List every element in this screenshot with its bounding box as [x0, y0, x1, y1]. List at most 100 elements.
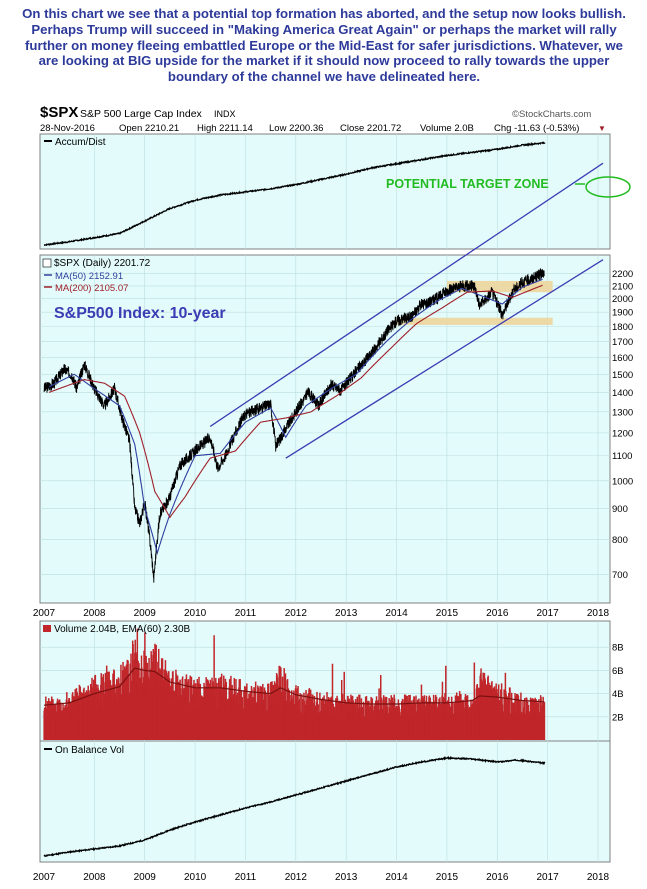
header-open: Open 2210.21 — [119, 123, 179, 134]
volume-bar — [406, 695, 408, 740]
ma50-label: MA(50) 2152.91 — [55, 271, 123, 282]
x-tick-labels: 2007 2007 2008 2008 2009 2009 2010 2010 2011 2011… — [33, 608, 610, 883]
volume-bar — [365, 696, 368, 740]
volume-bar — [136, 628, 139, 740]
x-tick-label: 2012 — [285, 872, 308, 883]
x-tick-label: 2011 — [235, 872, 257, 883]
volume-bar — [217, 678, 220, 740]
chart-symbol: $SPX — [40, 104, 78, 121]
x-tick-label: 2016 — [486, 872, 509, 883]
header-change: Chg -11.63 (-0.53%) — [494, 123, 579, 134]
x-tick-label: 2017 — [537, 872, 560, 883]
x-tick-label: 2012 — [285, 608, 308, 619]
accum-dist-title: Accum/Dist — [55, 137, 106, 148]
channel-lines — [209, 162, 604, 459]
x-tick-label: 2010 — [184, 872, 207, 883]
x-tick-label: 2015 — [436, 608, 459, 619]
x-tick-label: 2018 — [587, 872, 610, 883]
ma50-line — [48, 278, 543, 556]
price-band — [396, 317, 553, 325]
volume-bar — [384, 696, 387, 740]
volume-title: Volume 2.04B, EMA(60) 2.30B — [54, 624, 191, 635]
price-y-tick: 1700 — [612, 337, 633, 348]
volume-legend-icon — [43, 625, 51, 632]
price-y-tick: 1800 — [612, 322, 633, 333]
header-volume: Volume 2.0B — [420, 123, 474, 134]
x-tick-label: 2014 — [385, 872, 408, 883]
obv-series — [43, 755, 546, 858]
price-band — [446, 280, 553, 293]
x-tick-label: 2008 — [83, 872, 106, 883]
volume-y-tick: 2B — [612, 712, 624, 723]
volume-bar — [168, 671, 170, 740]
volume-bar — [420, 684, 423, 740]
x-tick-label: 2015 — [436, 872, 459, 883]
x-tick-label: 2008 — [83, 608, 106, 619]
volume-bar — [378, 688, 380, 740]
x-tick-label: 2018 — [587, 608, 610, 619]
accum-dist-series — [43, 140, 546, 247]
accum-dist-line — [43, 140, 546, 247]
volume-y-tick: 4B — [612, 689, 624, 700]
x-tick-label: 2009 — [134, 872, 157, 883]
price-y-tick: 1000 — [612, 476, 633, 487]
x-tick-label: 2013 — [335, 872, 358, 883]
volume-y-tick: 6B — [612, 666, 624, 677]
x-tick-label: 2007 — [33, 872, 56, 883]
price-y-tick: 1100 — [612, 451, 632, 462]
volume-ema-line — [44, 667, 545, 706]
price-y-tick: 800 — [612, 535, 628, 546]
x-tick-label: 2007 — [33, 608, 56, 619]
volume-bar — [331, 663, 334, 740]
channel-lower-line — [285, 259, 604, 459]
target-zone-ellipse — [585, 176, 631, 198]
x-tick-label: 2017 — [537, 608, 560, 619]
x-tick-label: 2010 — [184, 608, 207, 619]
obv-title: On Balance Vol — [55, 745, 124, 756]
price-y-tick: 2100 — [612, 281, 633, 292]
header-low: Low 2200.36 — [269, 123, 323, 134]
channel-upper-line — [209, 162, 604, 427]
x-tick-label: 2014 — [385, 608, 408, 619]
support-resistance-bands — [396, 280, 553, 325]
change-down-icon: ▼ — [598, 124, 606, 133]
volume-bar — [164, 660, 167, 740]
x-tick-label: 2011 — [235, 608, 257, 619]
price-y-tick: 1200 — [612, 428, 633, 439]
accum-dist-panel — [39, 133, 611, 250]
volume-bar — [543, 702, 546, 740]
stockcharts-watermark: ©StockCharts.com — [512, 109, 591, 120]
price-y-tick: 1900 — [612, 308, 633, 319]
volume-bar — [101, 677, 103, 740]
price-y-tick: 700 — [612, 570, 628, 581]
chart-name: S&P 500 Large Cap Index — [80, 108, 203, 120]
volume-series — [43, 628, 546, 740]
volume-bar — [94, 674, 97, 740]
price-y-tick: 2000 — [612, 294, 633, 305]
header-close: Close 2201.72 — [340, 123, 401, 134]
volume-bar — [473, 662, 476, 740]
price-title: $SPX (Daily) 2201.72 — [54, 258, 151, 269]
chart-caption: On this chart we see that a potential to… — [22, 6, 626, 85]
ma200-line — [48, 284, 543, 519]
volume-y-tick: 8B — [612, 643, 624, 654]
volume-bar — [529, 697, 532, 740]
price-series — [43, 267, 545, 583]
header-date: 28-Nov-2016 — [40, 123, 95, 134]
x-tick-label: 2016 — [486, 608, 509, 619]
target-zone-label: POTENTIAL TARGET ZONE — [386, 177, 549, 191]
price-y-tick: 1600 — [612, 353, 633, 364]
price-y-tick: 1500 — [612, 370, 633, 381]
x-tick-label: 2009 — [134, 608, 157, 619]
price-panel — [39, 254, 611, 604]
price-line — [43, 267, 545, 583]
volume-bar — [104, 672, 107, 740]
chart-annotation: S&P500 Index: 10-year — [54, 305, 226, 322]
chart-exchange: INDX — [214, 109, 236, 119]
header-high: High 2211.14 — [197, 123, 253, 134]
price-y-tick: 1400 — [612, 388, 633, 399]
price-y-tick: 2200 — [612, 269, 633, 280]
price-y-tick: 900 — [612, 504, 628, 515]
